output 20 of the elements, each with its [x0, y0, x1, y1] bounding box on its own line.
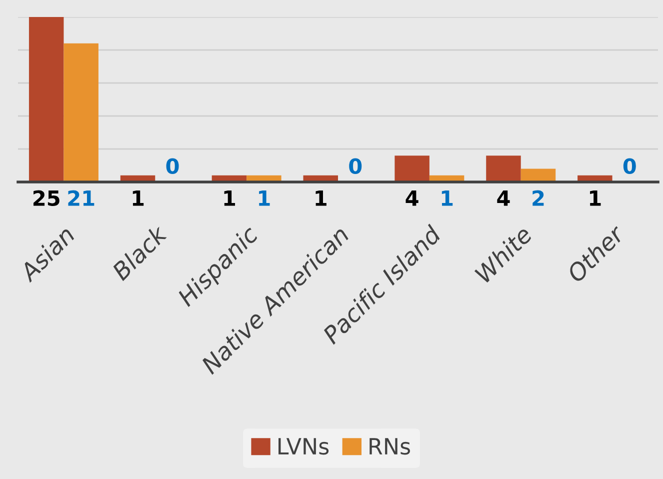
data-label: 0 [349, 158, 362, 174]
data-label: 1 [316, 190, 326, 206]
data-label: 1 [442, 190, 453, 206]
legend-label: LVNs [278, 438, 329, 455]
data-label: 1 [224, 190, 236, 206]
bar [28, 17, 64, 182]
data-label: 25 [33, 190, 60, 206]
bar [64, 43, 98, 182]
data-label: 1 [259, 190, 270, 206]
data-label: 2 [532, 190, 544, 206]
data-label: 21 [68, 190, 94, 206]
data-label: 0 [166, 158, 179, 174]
data-label: 1 [132, 190, 144, 206]
bar [394, 156, 430, 182]
data-label: 1 [590, 190, 601, 206]
legend-label: RNs [370, 438, 410, 455]
data-label: 4 [406, 190, 418, 206]
data-label: 4 [497, 190, 510, 206]
data-label: 0 [623, 158, 636, 174]
bar [486, 156, 521, 182]
